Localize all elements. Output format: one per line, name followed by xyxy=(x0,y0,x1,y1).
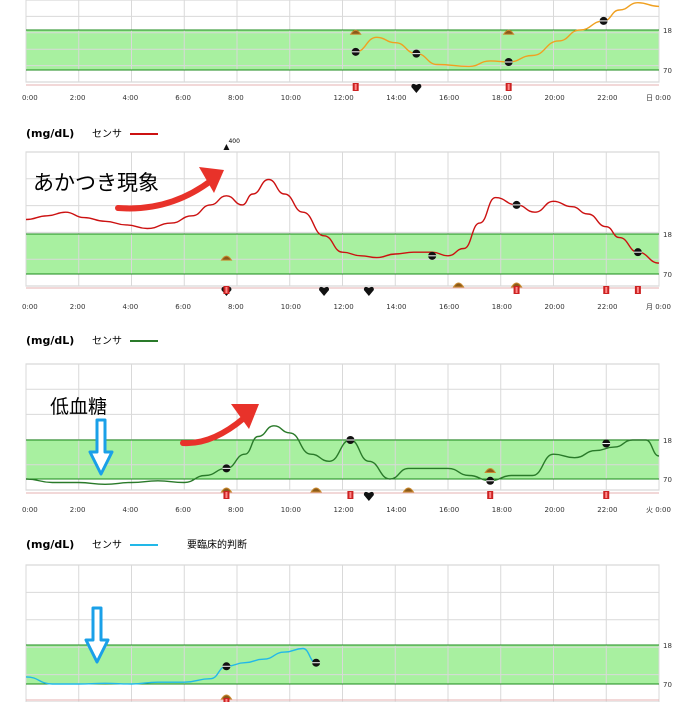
x-tick-label: 2:00 xyxy=(70,94,86,102)
x-tick-label: 4:00 xyxy=(123,506,139,514)
legend-sensor-label: センサ xyxy=(92,539,122,551)
x-tick-label: 4:00 xyxy=(123,303,139,311)
x-tick-label: 6:00 xyxy=(175,506,191,514)
x-tick-label: 10:00 xyxy=(281,303,301,311)
x-tick-label: 6:00 xyxy=(175,94,191,102)
x-tick-label: 20:00 xyxy=(545,303,565,311)
x-tick-label: 火 0:00 xyxy=(646,506,671,514)
clinical-judgement-label: 要臨床的判断 xyxy=(187,538,247,551)
x-tick-label: 16:00 xyxy=(439,303,459,311)
x-tick-label: 18:00 xyxy=(492,94,512,102)
x-tick-label: 10:00 xyxy=(281,94,301,102)
legend-row-2: (mg/dL) センサ xyxy=(26,334,158,347)
hypo-blue-arrow-2 xyxy=(84,606,110,664)
meal-icon xyxy=(452,282,465,288)
x-tick-label: 22:00 xyxy=(597,303,617,311)
x-tick-label: 10:00 xyxy=(281,506,301,514)
insulin-icon-shine xyxy=(489,492,492,498)
y-tick-label: 18 xyxy=(663,642,672,650)
legend-row-1: (mg/dL) センサ xyxy=(26,127,158,140)
rise-red-arrow xyxy=(180,404,259,447)
meal-icon xyxy=(310,487,323,493)
insulin-icon-shine xyxy=(515,287,518,293)
peak-label: 400 xyxy=(228,138,240,145)
x-tick-label: 12:00 xyxy=(334,303,354,311)
insulin-icon-shine xyxy=(225,492,228,498)
y-tick-label: 70 xyxy=(663,681,672,689)
legend-row-3: (mg/dL) センサ 要臨床的判断 xyxy=(26,538,247,551)
y-tick-label: 18 xyxy=(663,231,672,239)
y-tick-label: 70 xyxy=(663,476,672,484)
hypo-blue-arrow-1 xyxy=(88,418,114,476)
x-tick-label: 14:00 xyxy=(386,94,406,102)
meal-icon xyxy=(220,255,233,261)
x-tick-label: 14:00 xyxy=(386,506,406,514)
units-label: (mg/dL) xyxy=(26,334,74,347)
x-tick-label: 4:00 xyxy=(123,94,139,102)
x-tick-label: 18:00 xyxy=(492,303,512,311)
glucose-series-line xyxy=(25,178,660,264)
hypoglycemia-annotation: 低血糖 xyxy=(50,396,107,418)
x-tick-label: 8:00 xyxy=(228,94,244,102)
insulin-icon-shine xyxy=(225,287,228,293)
y-tick-label: 70 xyxy=(663,271,672,279)
legend-sensor-label: センサ xyxy=(92,335,122,347)
x-tick-label: 0:00 xyxy=(22,506,38,514)
dawn-phenomenon-annotation: あかつき現象 xyxy=(33,171,159,195)
insulin-icon-shine xyxy=(605,287,608,293)
insulin-icon-shine xyxy=(225,699,228,702)
heart-icon xyxy=(363,286,374,296)
y-tick-label: 70 xyxy=(663,67,672,75)
meal-icon xyxy=(484,467,497,473)
units-label: (mg/dL) xyxy=(26,127,74,140)
insulin-icon-shine xyxy=(636,287,639,293)
glucose-series-line xyxy=(25,425,660,486)
insulin-icon-shine xyxy=(507,84,510,90)
heart-icon xyxy=(319,286,330,296)
meal-icon xyxy=(502,29,515,35)
glucose-series-line xyxy=(25,647,317,685)
x-tick-label: 12:00 xyxy=(334,94,354,102)
meal-icon xyxy=(349,29,362,35)
legend-sensor-label: センサ xyxy=(92,128,122,140)
x-tick-label: 0:00 xyxy=(22,303,38,311)
x-tick-label: 20:00 xyxy=(545,94,565,102)
x-tick-label: 22:00 xyxy=(597,94,617,102)
chart-panel-3: 18 70 0:00 2:00 4:00 6:00 8:00 10:00 12:00 14:00 1… xyxy=(22,363,672,514)
heart-icon xyxy=(411,83,422,93)
x-tick-label: 6:00 xyxy=(175,303,191,311)
insulin-icon-shine xyxy=(349,492,352,498)
heart-icon xyxy=(363,491,374,501)
x-tick-label: 月 0:00 xyxy=(646,303,671,311)
y-tick-label: 18 xyxy=(663,437,672,445)
x-tick-label: 22:00 xyxy=(597,506,617,514)
x-tick-label: 8:00 xyxy=(228,506,244,514)
x-tick-label: 2:00 xyxy=(70,303,86,311)
x-tick-label: 14:00 xyxy=(386,303,406,311)
x-tick-label: 18:00 xyxy=(492,506,512,514)
units-label: (mg/dL) xyxy=(26,538,74,551)
meal-icon xyxy=(402,487,415,493)
x-tick-label: 16:00 xyxy=(439,506,459,514)
x-tick-label: 16:00 xyxy=(439,94,459,102)
insulin-icon-shine xyxy=(354,84,357,90)
chart-panel-1: 18 70 0:00 2:00 4:00 6:00 8:00 10:00 12:00 14:00 1… xyxy=(22,0,672,102)
insulin-icon-shine xyxy=(605,492,608,498)
x-tick-label: 12:00 xyxy=(334,506,354,514)
chart-panel-2: 18 70 400 0:00 2:00 4:00 6:00 8:00 10:00 12:00 14:… xyxy=(22,138,672,311)
x-tick-label: 0:00 xyxy=(22,94,38,102)
x-tick-label: 8:00 xyxy=(228,303,244,311)
x-tick-label: 2:00 xyxy=(70,506,86,514)
x-tick-label: 20:00 xyxy=(545,506,565,514)
peak-marker xyxy=(223,144,230,150)
x-tick-label: 日 0:00 xyxy=(646,94,671,102)
dawn-red-arrow xyxy=(115,167,224,212)
y-tick-label: 18 xyxy=(663,27,672,35)
